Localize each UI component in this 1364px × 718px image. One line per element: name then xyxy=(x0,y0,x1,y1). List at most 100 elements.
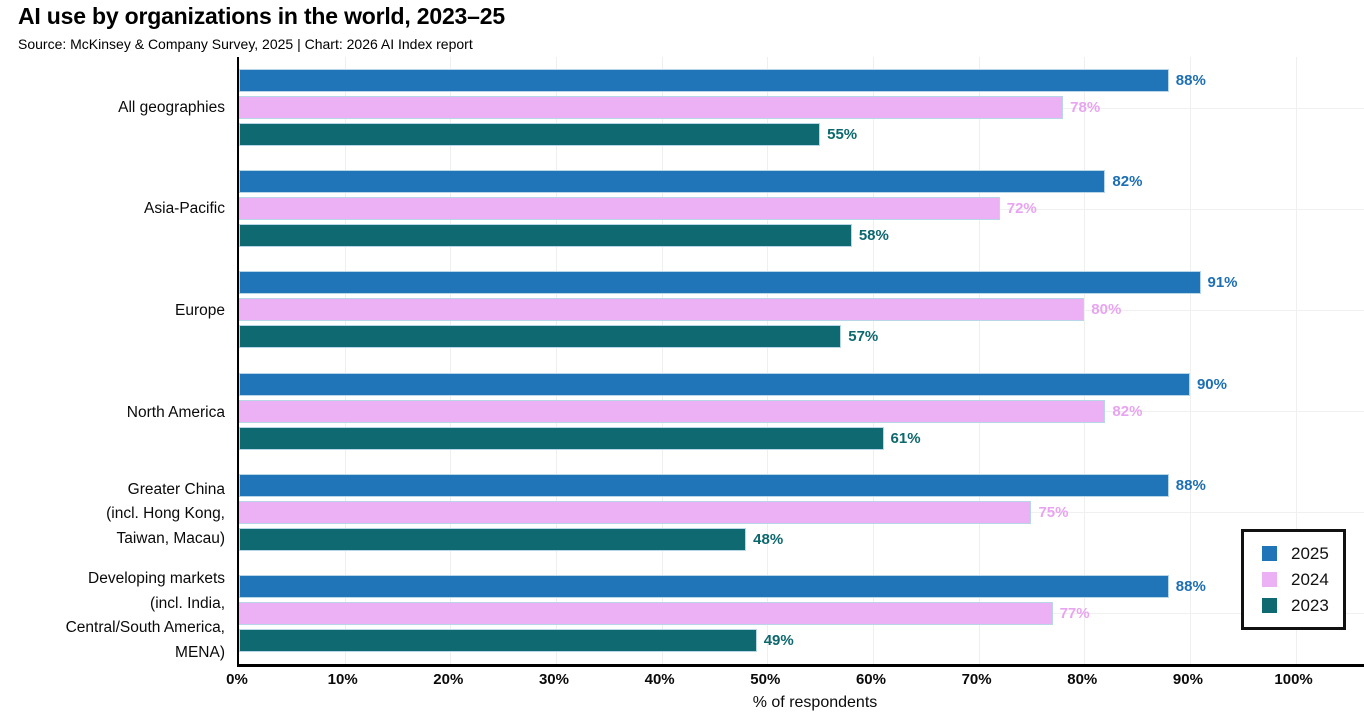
gridline-vertical xyxy=(555,57,557,664)
x-tick-label: 100% xyxy=(1274,671,1313,688)
bar-value-label: 77% xyxy=(1059,604,1090,622)
bar-group: 88% 77% 49% xyxy=(239,563,1364,664)
category-label-line: Asia-Pacific xyxy=(144,200,225,218)
category-label-line: MENA) xyxy=(175,643,225,661)
legend-item: 2023 xyxy=(1262,597,1343,614)
bar-2025 xyxy=(239,372,1190,396)
category-label-line: Central/South America, xyxy=(65,619,225,637)
bar-2024 xyxy=(239,601,1053,625)
bar-row: 75% xyxy=(239,500,1364,524)
legend-swatch xyxy=(1262,572,1277,587)
legend: 2025 2024 2023 xyxy=(1241,529,1346,630)
bar-row: 72% xyxy=(239,197,1364,221)
category-label: Greater China (incl. Hong Kong, Taiwan, Ma… xyxy=(0,464,230,566)
x-tick-label: 20% xyxy=(433,671,464,688)
legend-swatch xyxy=(1262,546,1277,561)
x-axis-ticks: 0% 10% 20% 30% 40% 50% 60% 70% 80% 90% 100% xyxy=(226,671,1364,691)
bar-row: 55% xyxy=(239,123,1364,147)
category-label-line: All geographies xyxy=(118,98,225,116)
y-axis-labels: All geographies Asia-Pacific Europe North A… xyxy=(0,57,230,667)
bar-row: 77% xyxy=(239,601,1364,625)
bar-value-label: 78% xyxy=(1070,99,1101,117)
bar-2023 xyxy=(239,527,747,551)
legend-label: 2024 xyxy=(1291,570,1329,589)
x-tick-label: 50% xyxy=(750,671,781,688)
legend-label: 2023 xyxy=(1291,596,1329,615)
bar-row: 48% xyxy=(239,527,1364,551)
bar-2025 xyxy=(239,271,1201,295)
category-label: North America xyxy=(0,362,230,464)
bar-value-label: 88% xyxy=(1175,577,1206,595)
bar-value-label: 82% xyxy=(1112,173,1143,191)
legend-label: 2025 xyxy=(1291,544,1329,563)
bar-value-label: 90% xyxy=(1196,375,1227,393)
bar-2024 xyxy=(239,399,1106,423)
bar-value-label: 72% xyxy=(1006,200,1037,218)
bar-row: 80% xyxy=(239,298,1364,322)
category-label-line: Europe xyxy=(175,301,225,319)
bar-2023 xyxy=(239,325,842,349)
bar-2024 xyxy=(239,298,1085,322)
category-label: Developing markets (incl. India, Central/S… xyxy=(0,565,230,667)
gridline-vertical xyxy=(1189,57,1191,664)
gridline-vertical xyxy=(978,57,980,664)
bar-2023 xyxy=(239,123,821,147)
bar-row: 91% xyxy=(239,271,1364,295)
bar-2023 xyxy=(239,426,884,450)
legend-item: 2024 xyxy=(1262,571,1343,588)
legend-item: 2025 xyxy=(1262,545,1343,562)
bar-value-label: 80% xyxy=(1091,301,1122,319)
bar-group: 82% 72% 58% xyxy=(239,158,1364,259)
bar-2024 xyxy=(239,96,1064,120)
plot-area: 88% 78% 55% 82% 72% 58% 91% 80% 57% 90% 82% 61% 88% 7… xyxy=(237,57,1364,667)
bar-group: 88% 75% 48% xyxy=(239,462,1364,563)
bar-row: 78% xyxy=(239,96,1364,120)
chart-source: Source: McKinsey & Company Survey, 2025 … xyxy=(18,36,473,52)
gridline-vertical xyxy=(1084,57,1086,664)
bar-2025 xyxy=(239,170,1106,194)
category-label-line: Taiwan, Macau) xyxy=(116,529,225,547)
gridline-vertical xyxy=(344,57,346,664)
bar-group: 88% 78% 55% xyxy=(239,57,1364,158)
category-label-line: Developing markets xyxy=(88,570,225,588)
bar-value-label: 48% xyxy=(753,530,784,548)
legend-swatch xyxy=(1262,598,1277,613)
bar-row: 57% xyxy=(239,325,1364,349)
bar-row: 82% xyxy=(239,399,1364,423)
bar-value-label: 88% xyxy=(1175,476,1206,494)
category-label: All geographies xyxy=(0,57,230,159)
gridline-vertical xyxy=(661,57,663,664)
bar-value-label: 57% xyxy=(848,328,879,346)
gridline-vertical xyxy=(767,57,769,664)
x-tick-label: 70% xyxy=(961,671,992,688)
gridline-vertical xyxy=(450,57,452,664)
category-label-line: North America xyxy=(126,403,225,421)
bar-2024 xyxy=(239,500,1032,524)
bar-group: 91% 80% 57% xyxy=(239,259,1364,360)
bar-2025 xyxy=(239,473,1169,497)
bar-value-label: 49% xyxy=(763,631,794,649)
bar-row: 49% xyxy=(239,628,1364,652)
bar-value-label: 91% xyxy=(1207,274,1238,292)
category-label-line: (incl. Hong Kong, xyxy=(106,505,225,523)
bar-row: 90% xyxy=(239,372,1364,396)
bar-row: 88% xyxy=(239,574,1364,598)
x-tick-label: 10% xyxy=(327,671,358,688)
bar-2023 xyxy=(239,224,852,248)
bar-value-label: 61% xyxy=(890,429,921,447)
category-label-line: (incl. India, xyxy=(150,594,225,612)
bar-value-label: 58% xyxy=(858,227,889,245)
x-tick-label: 90% xyxy=(1172,671,1203,688)
category-label: Europe xyxy=(0,260,230,362)
category-label-line: Greater China xyxy=(127,480,225,498)
x-axis-title: % of respondents xyxy=(752,694,878,711)
bar-value-label: 82% xyxy=(1112,402,1143,420)
category-label: Asia-Pacific xyxy=(0,159,230,261)
bar-row: 61% xyxy=(239,426,1364,450)
bar-value-label: 55% xyxy=(827,126,858,144)
bar-row: 58% xyxy=(239,224,1364,248)
x-tick-label: 40% xyxy=(644,671,675,688)
bar-row: 88% xyxy=(239,69,1364,93)
bar-2024 xyxy=(239,197,1000,221)
